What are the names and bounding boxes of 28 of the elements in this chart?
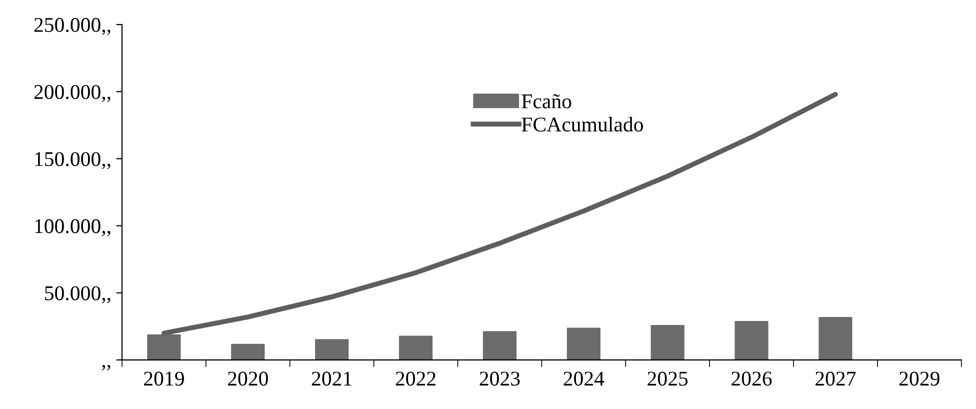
x-tick-label: 2023 xyxy=(480,372,520,386)
y-tick-label: 200.000,, xyxy=(34,84,110,102)
bar xyxy=(650,325,684,360)
x-tick-label: 2025 xyxy=(648,372,688,386)
x-tick-label: 2029 xyxy=(899,372,940,386)
bar xyxy=(818,316,852,360)
y-tick-label: 100.000,, xyxy=(35,219,110,236)
y-tick-label: ,, xyxy=(102,365,110,370)
bar xyxy=(147,334,181,360)
x-tick-label: 2021 xyxy=(312,372,352,386)
x-tick-label: 2026 xyxy=(732,372,772,386)
x-tick-label: 2022 xyxy=(396,372,436,386)
bar xyxy=(398,336,433,360)
bar xyxy=(566,328,600,360)
y-tick-label: 250.000,, xyxy=(34,18,110,35)
x-tick-label: 2019 xyxy=(144,372,184,386)
legend-label: FCAcumulado xyxy=(522,116,643,132)
y-tick-label: 50.000,, xyxy=(45,286,110,304)
bar xyxy=(482,331,516,360)
bar xyxy=(231,344,265,360)
legend-label: Fcaño xyxy=(522,94,572,108)
line-series xyxy=(162,92,838,336)
x-tick-label: 2020 xyxy=(228,372,268,386)
x-tick-label: 2024 xyxy=(564,372,604,386)
y-tick-label: 150.000,, xyxy=(35,152,110,170)
bar xyxy=(315,339,349,360)
bar xyxy=(734,321,768,360)
x-tick-label: 2027 xyxy=(816,372,856,386)
